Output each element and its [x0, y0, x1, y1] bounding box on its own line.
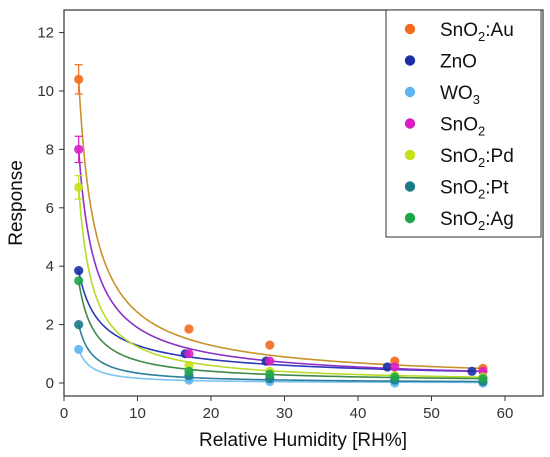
data-point	[74, 276, 84, 286]
data-point	[74, 144, 84, 154]
data-point	[265, 340, 275, 350]
data-point	[390, 372, 400, 382]
x-tick-label: 60	[497, 405, 514, 422]
fit-line	[77, 149, 483, 373]
legend-marker	[404, 55, 416, 66]
y-tick-label: 8	[46, 141, 54, 158]
data-point	[74, 344, 84, 355]
legend-label: SnO2	[440, 115, 485, 139]
data-point	[184, 349, 194, 359]
legend-label: SnO2:Pd	[440, 146, 514, 170]
data-point	[478, 374, 488, 384]
axis-ticks: 0 10 20 30 40 50 60 0 2 4 6 8 10 12	[37, 25, 513, 422]
data-point	[265, 369, 275, 379]
data-point	[74, 182, 84, 192]
data-point	[74, 265, 84, 276]
x-tick-label: 30	[276, 405, 293, 422]
data-point	[390, 362, 400, 372]
fit-line	[77, 270, 472, 373]
data-point	[382, 362, 392, 372]
legend-label: SnO2:Au	[440, 20, 514, 44]
fit-line	[77, 187, 483, 378]
data-point	[265, 356, 275, 366]
fit-line	[77, 79, 483, 370]
legend: SnO2:Au ZnO WO3 SnO2 SnO2:Pd SnO2:Pt SnO2:Ag	[385, 9, 542, 238]
data-point	[467, 366, 477, 376]
legend-marker	[404, 212, 416, 224]
data-point	[74, 320, 84, 330]
legend-label: ZnO	[440, 52, 477, 73]
x-axis-title: Relative Humidity [RH%]	[199, 430, 407, 451]
data-point	[184, 366, 194, 376]
data-point	[184, 324, 194, 334]
legend-label: SnO2:Ag	[440, 209, 514, 233]
legend-marker	[404, 23, 416, 35]
y-tick-label: 6	[46, 200, 54, 217]
x-tick-label: 50	[423, 405, 440, 422]
y-tick-label: 12	[37, 25, 54, 42]
legend-marker	[404, 149, 416, 161]
fit-line	[77, 324, 483, 383]
x-tick-label: 10	[129, 405, 146, 422]
y-tick-label: 0	[46, 375, 54, 392]
y-tick-label: 10	[37, 83, 54, 100]
fit-lines	[77, 79, 483, 384]
data-point	[74, 74, 84, 84]
legend-marker	[404, 86, 416, 98]
data-points	[74, 64, 488, 388]
legend-marker	[404, 118, 416, 129]
x-tick-label: 20	[203, 405, 220, 422]
plot-frame	[63, 9, 544, 397]
y-tick-label: 2	[46, 317, 54, 334]
y-tick-label: 4	[46, 258, 54, 275]
x-tick-label: 0	[60, 405, 68, 422]
legend-label: SnO2:Pt	[440, 178, 509, 202]
y-axis-title: Response	[6, 160, 27, 246]
fit-line	[77, 349, 483, 384]
fit-line	[77, 280, 483, 380]
x-tick-label: 40	[350, 405, 367, 422]
legend-marker	[404, 181, 416, 192]
legend-label: WO3	[440, 83, 480, 107]
